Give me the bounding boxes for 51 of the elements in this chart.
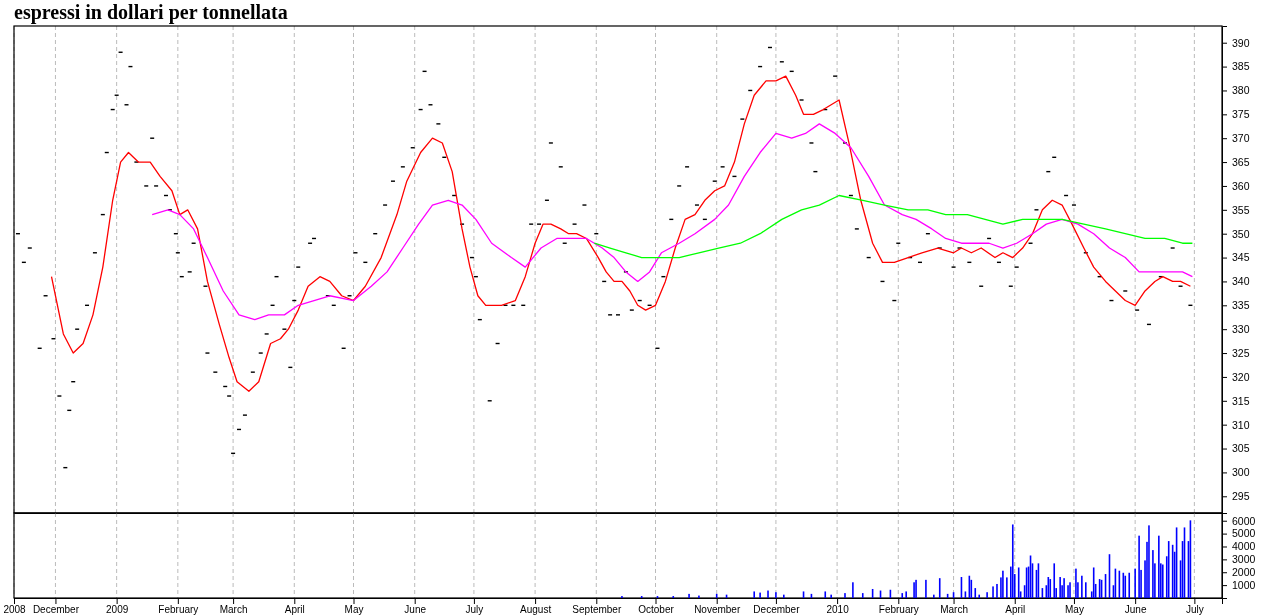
x-tick-label: April: [1005, 603, 1026, 615]
x-tick-label: May: [1065, 603, 1084, 615]
y-tick-label: 300: [1232, 466, 1250, 479]
x-tick-label: August: [520, 603, 552, 615]
x-tick-label: 2009: [106, 603, 129, 615]
x-tick-label: March: [940, 603, 968, 615]
y-tick-label: 325: [1232, 346, 1250, 359]
x-tick-label: September: [572, 603, 622, 615]
y-tick-label: 330: [1232, 323, 1250, 336]
y-tick-label: 320: [1232, 370, 1250, 383]
x-tick-label: 2008: [3, 603, 27, 615]
y-tick-label: 340: [1232, 275, 1250, 288]
y-tick-label: 335: [1232, 299, 1250, 312]
y-tick-label: 390: [1232, 36, 1250, 49]
y-tick-label: 295: [1232, 490, 1250, 503]
x-tick-label: December: [753, 603, 801, 615]
y-tick-label: 315: [1232, 394, 1250, 407]
y-tick-label: 310: [1232, 418, 1250, 431]
y-tick-label: 360: [1232, 179, 1250, 192]
x-tick-label: December: [32, 603, 80, 615]
y-tick-label: 365: [1232, 155, 1250, 168]
x-tick-label: October: [638, 603, 675, 615]
x-tick-label: March: [219, 603, 248, 615]
x-tick-label: July: [1185, 603, 1204, 615]
x-tick-label: November: [694, 603, 741, 615]
y-tick-label: 5000: [1232, 527, 1256, 540]
y-tick-label: 4000: [1232, 540, 1256, 553]
x-tick-label: June: [1124, 603, 1147, 615]
y-tick-label: 2000: [1232, 566, 1256, 579]
y-tick-label: 385: [1232, 60, 1250, 73]
line-series: [50, 75, 1192, 392]
x-tick-label: June: [404, 603, 427, 615]
y-tick-label: 380: [1232, 84, 1250, 97]
y-tick-label: 3000: [1232, 553, 1256, 566]
y-tick-label: 375: [1232, 108, 1250, 121]
x-tick-label: April: [284, 603, 305, 615]
y-tick-label: 6000: [1232, 514, 1256, 527]
chart-title: espressi in dollari per tonnellata: [14, 1, 288, 24]
x-tick-label: February: [878, 603, 919, 615]
y-tick-label: 350: [1232, 227, 1250, 240]
y-tick-label: 355: [1232, 203, 1250, 216]
line-series: [593, 194, 1194, 259]
x-tick-label: July: [465, 603, 484, 615]
line-series: [151, 123, 1194, 321]
y-tick-label: 345: [1232, 251, 1250, 264]
x-tick-label: 2010: [826, 603, 850, 615]
y-tick-label: 1000: [1232, 578, 1256, 591]
y-tick-label: 305: [1232, 442, 1250, 455]
x-tick-label: February: [158, 603, 199, 615]
y-tick-label: 370: [1232, 132, 1250, 145]
x-tick-label: May: [344, 603, 364, 615]
